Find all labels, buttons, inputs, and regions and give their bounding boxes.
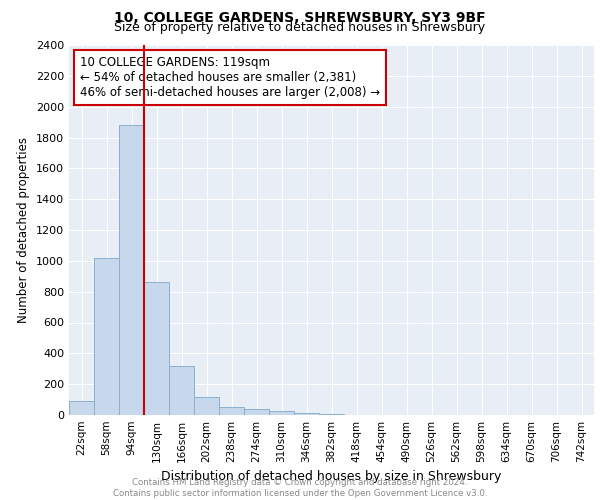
Bar — [144, 282, 169, 415]
Bar — [319, 414, 344, 415]
Bar — [219, 408, 244, 415]
Bar — [169, 366, 194, 415]
Text: Size of property relative to detached houses in Shrewsbury: Size of property relative to detached ho… — [115, 22, 485, 35]
Text: 10, COLLEGE GARDENS, SHREWSBURY, SY3 9BF: 10, COLLEGE GARDENS, SHREWSBURY, SY3 9BF — [114, 11, 486, 25]
Bar — [244, 409, 269, 415]
Bar — [194, 396, 219, 415]
Text: 10 COLLEGE GARDENS: 119sqm
← 54% of detached houses are smaller (2,381)
46% of s: 10 COLLEGE GARDENS: 119sqm ← 54% of deta… — [79, 56, 380, 99]
Bar — [69, 401, 94, 415]
Text: Contains HM Land Registry data © Crown copyright and database right 2024.
Contai: Contains HM Land Registry data © Crown c… — [113, 478, 487, 498]
X-axis label: Distribution of detached houses by size in Shrewsbury: Distribution of detached houses by size … — [161, 470, 502, 484]
Bar — [294, 414, 319, 415]
Bar — [94, 258, 119, 415]
Bar — [119, 125, 144, 415]
Y-axis label: Number of detached properties: Number of detached properties — [17, 137, 31, 323]
Bar — [269, 411, 294, 415]
